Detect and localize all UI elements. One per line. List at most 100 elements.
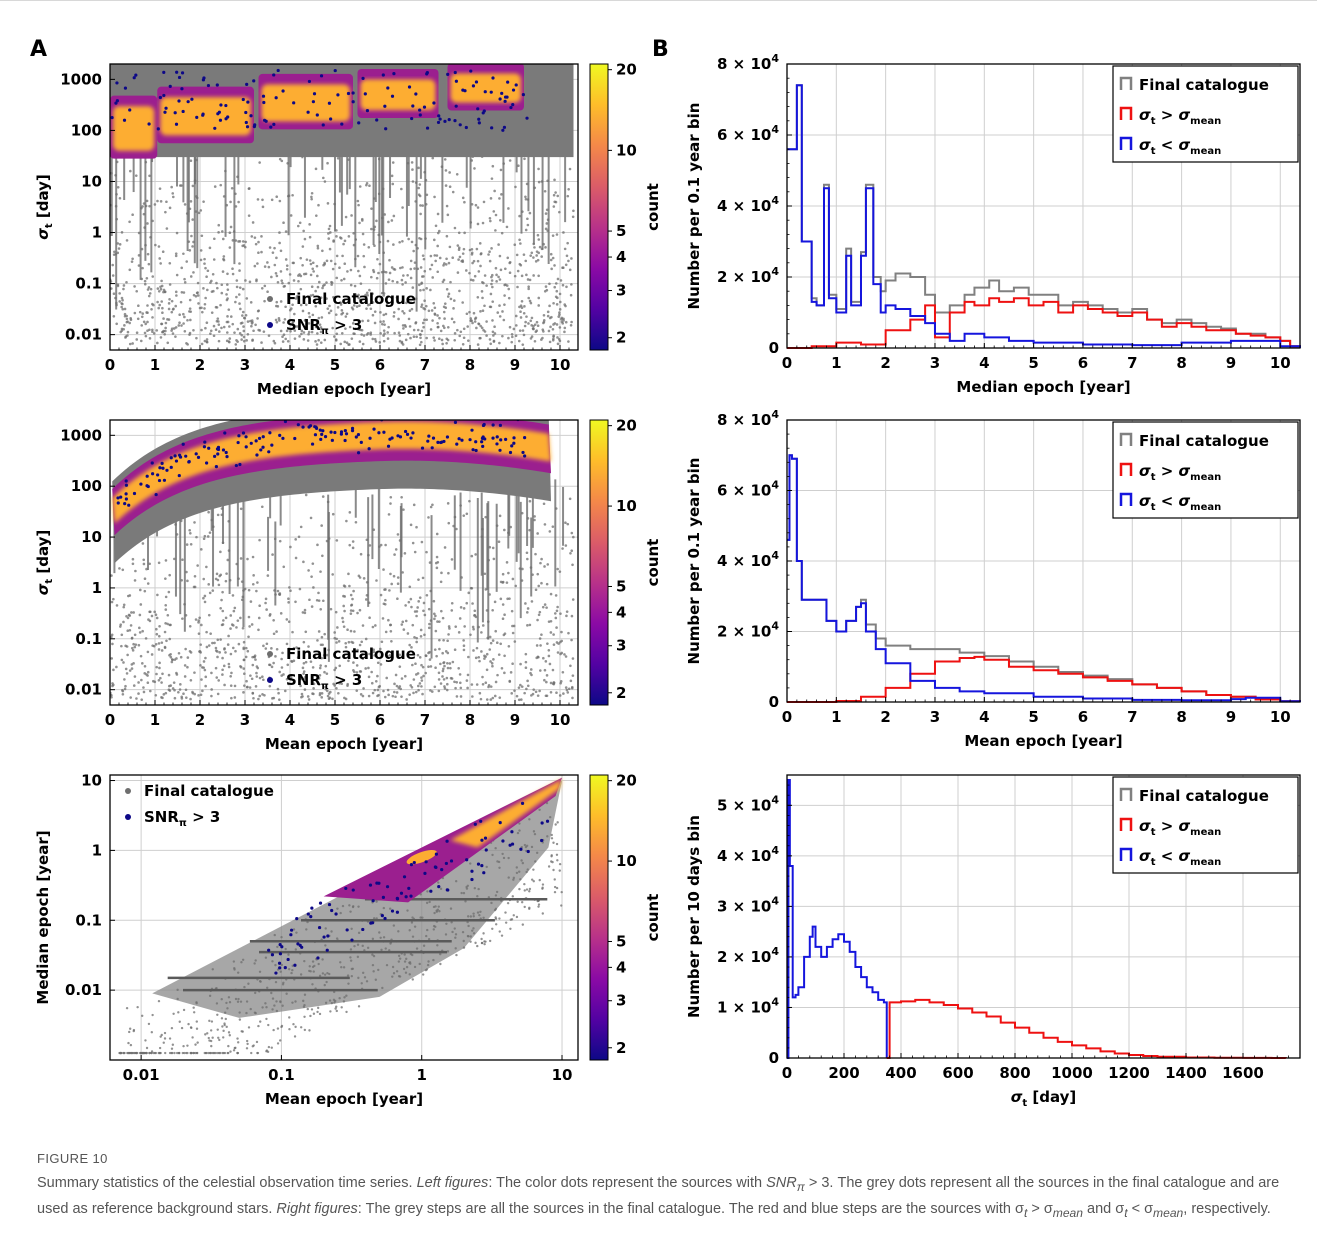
point-grey [234,1046,237,1050]
point-snr [119,495,123,499]
point-grey [378,341,382,344]
point-grey [158,1051,161,1055]
x-axis-label: Median epoch [year] [257,380,431,398]
point-grey [308,235,312,239]
point-snr [481,444,485,448]
point-grey [288,1016,291,1019]
point-grey [170,1026,174,1030]
point-grey [133,1051,136,1055]
point-grey [524,652,528,656]
point-grey [317,630,321,633]
point-grey [386,688,390,692]
point-grey [496,673,499,677]
point-grey [421,973,425,976]
point-grey [446,502,450,505]
tick-label: 8 [465,356,475,374]
point-grey [434,925,437,928]
colorbar-tick-label: 4 [616,603,626,621]
point-grey [147,286,151,289]
point-snr [296,423,300,427]
point-grey [524,660,528,664]
point-grey [173,696,177,700]
point-grey [154,642,158,646]
point-snr [315,113,319,117]
point-grey [177,1011,180,1014]
point-grey [318,323,322,326]
point-grey [339,961,342,964]
point-grey [144,1039,147,1042]
point-grey [543,189,547,193]
point-grey [187,1022,190,1026]
point-grey [372,650,376,654]
point-grey [209,1029,213,1032]
point-grey [167,688,171,691]
point-grey [475,683,479,686]
point-grey [183,203,187,206]
point-grey [555,626,558,629]
point-snr [274,971,278,975]
point-grey [492,210,496,213]
point-snr [289,933,293,937]
point-grey [469,278,473,282]
point-grey [441,342,444,346]
point-grey [498,341,501,345]
x-axis-label: σt​ [day] [1011,1088,1077,1109]
point-grey [192,328,195,332]
point-grey [409,259,413,263]
point-snr [180,87,184,91]
point-snr [490,126,494,130]
point-grey [377,271,380,275]
point-grey [382,689,385,693]
point-grey [219,606,222,610]
point-grey [128,1027,132,1030]
point-grey [419,288,422,292]
point-grey [126,330,130,334]
point-grey [189,159,193,162]
point-snr [346,91,351,96]
point-snr [132,491,137,496]
point-grey [547,649,551,652]
point-grey [491,300,495,303]
point-grey [571,215,575,219]
point-grey [141,205,144,208]
point-grey [393,553,396,556]
point-grey [345,1010,348,1014]
tick-label: 2 [195,356,205,374]
point-grey [461,342,465,346]
point-grey [162,317,165,320]
point-grey [384,282,388,285]
point-grey [535,329,539,332]
point-grey [510,609,514,613]
point-snr [457,437,461,441]
point-grey [351,322,355,325]
point-grey [437,905,440,908]
point-grey [553,264,556,267]
point-grey [407,237,410,241]
point-grey [185,260,189,263]
point-grey [528,890,531,893]
point-grey [379,332,382,335]
point-grey [446,213,450,217]
point-grey [467,591,471,595]
colorbar-tick-label: 3 [616,282,626,300]
point-grey [569,551,572,555]
point-grey [547,654,551,658]
point-grey [317,655,321,659]
point-grey [122,605,126,609]
point-grey [552,301,555,305]
point-grey [261,1006,264,1009]
tick-label: 1 [416,1066,426,1084]
point-snr [495,442,499,446]
point-grey [565,610,569,613]
point-grey [422,609,425,613]
point-grey [425,968,429,971]
point-grey [462,639,465,642]
point-grey [276,305,280,308]
point-grey [185,696,188,699]
point-grey [217,231,220,234]
point-grey [310,197,313,201]
point-grey [226,315,229,318]
point-grey [290,971,293,975]
point-grey [449,297,453,301]
